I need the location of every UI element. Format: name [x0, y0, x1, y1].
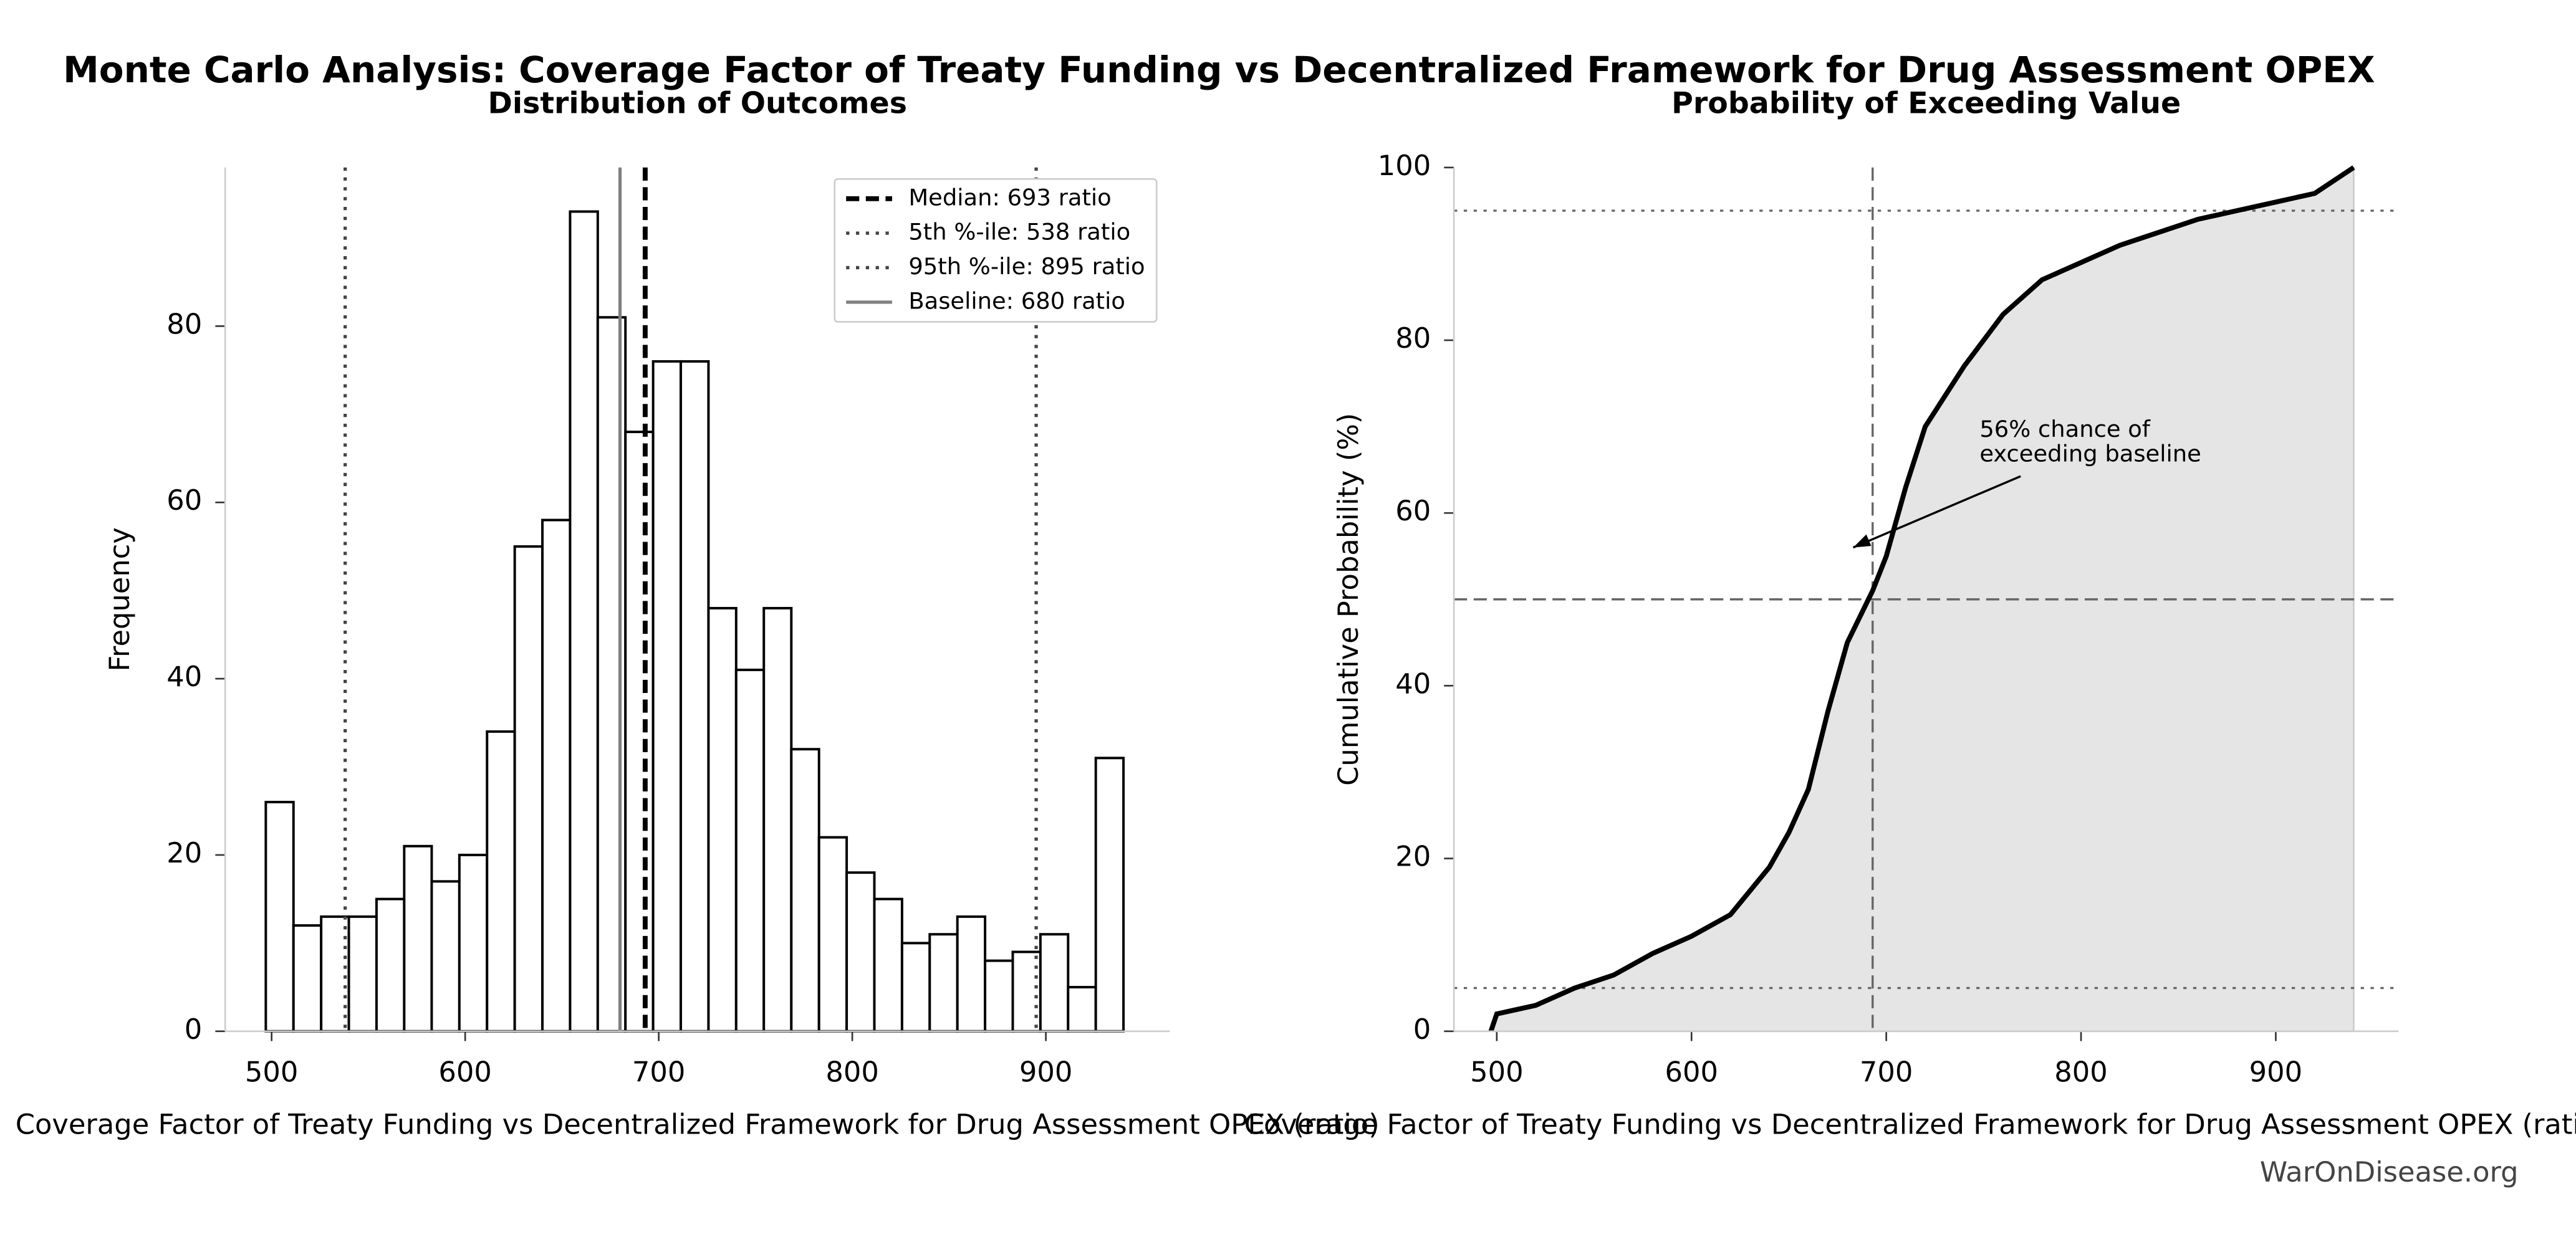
y-tick-label: 60	[1395, 494, 1431, 527]
y-tick-label: 0	[1413, 1013, 1431, 1046]
bar	[651, 360, 683, 1033]
bar	[458, 853, 489, 1033]
legend-box	[834, 178, 1158, 323]
y-axis-label: Frequency	[103, 527, 136, 671]
bar	[320, 915, 350, 1033]
footer: WarOnDisease.org	[2260, 1155, 2519, 1188]
annotation-text: 56% chance of	[1979, 416, 2151, 442]
x-tick-label: 900	[1019, 1055, 1072, 1088]
figure-title: Monte Carlo Analysis: Coverage Factor of…	[63, 49, 2375, 91]
bar	[486, 730, 516, 1033]
y-axis-label: Cumulative Probability (%)	[1332, 413, 1365, 786]
legend-label: 5th %-ile: 538 ratio	[908, 219, 1130, 246]
x-axis-label: Coverage Factor of Treaty Funding vs Dec…	[1244, 1108, 2576, 1141]
y-tick-label: 40	[1395, 667, 1431, 700]
bar	[707, 606, 738, 1033]
bar	[900, 942, 931, 1033]
y-tick-label: 80	[1395, 322, 1431, 355]
arrow-head	[1853, 534, 1872, 548]
y-tick-label: 80	[166, 307, 202, 340]
bar	[790, 748, 820, 1033]
x-tick-label: 500	[245, 1055, 298, 1088]
bar	[430, 880, 461, 1033]
chart-title: Distribution of Outcomes	[488, 87, 907, 121]
bar	[1011, 950, 1042, 1033]
bar	[984, 959, 1014, 1033]
bar	[817, 836, 848, 1033]
bar	[873, 897, 903, 1033]
legend-label: 95th %-ile: 895 ratio	[908, 253, 1145, 280]
y-tick-label: 20	[1395, 840, 1431, 873]
legend-label: Baseline: 680 ratio	[908, 287, 1125, 314]
annotation-arrow	[1852, 475, 2021, 549]
x-tick-label: 900	[2249, 1055, 2302, 1088]
x-tick-label: 800	[825, 1055, 878, 1088]
bar	[292, 924, 323, 1033]
bar	[1094, 757, 1125, 1033]
x-tick-label: 600	[1665, 1055, 1718, 1088]
bar	[1039, 933, 1070, 1033]
x-axis-label: Coverage Factor of Treaty Funding vs Dec…	[16, 1108, 1380, 1141]
bar	[680, 360, 710, 1033]
legend-label: Median: 693 ratio	[908, 184, 1111, 211]
bar	[403, 844, 433, 1033]
x-tick-label: 800	[2054, 1055, 2107, 1088]
bar	[569, 210, 599, 1033]
x-tick-label: 700	[632, 1055, 685, 1088]
annotation-text: exceeding baseline	[1979, 440, 2201, 467]
y-tick-label: 60	[166, 484, 202, 517]
bar	[513, 545, 544, 1033]
bar	[734, 668, 766, 1033]
bar	[264, 801, 295, 1033]
y-tick-label: 100	[1378, 149, 1431, 182]
y-tick-label: 40	[166, 660, 202, 693]
bar	[1067, 986, 1097, 1033]
bar	[375, 897, 406, 1033]
bar	[347, 915, 378, 1033]
bar	[956, 915, 987, 1033]
bar	[624, 431, 655, 1033]
bar	[762, 606, 793, 1033]
x-tick-label: 600	[438, 1055, 491, 1088]
x-tick-label: 500	[1470, 1055, 1523, 1088]
x-tick-label: 700	[1860, 1055, 1913, 1088]
bar	[845, 871, 876, 1033]
y-tick-label: 0	[185, 1013, 203, 1046]
y-tick-label: 20	[166, 836, 202, 869]
bar	[541, 518, 572, 1033]
chart-title: Probability of Exceeding Value	[1671, 87, 2181, 121]
cdf-line	[1488, 165, 2355, 1033]
bar	[928, 933, 959, 1033]
